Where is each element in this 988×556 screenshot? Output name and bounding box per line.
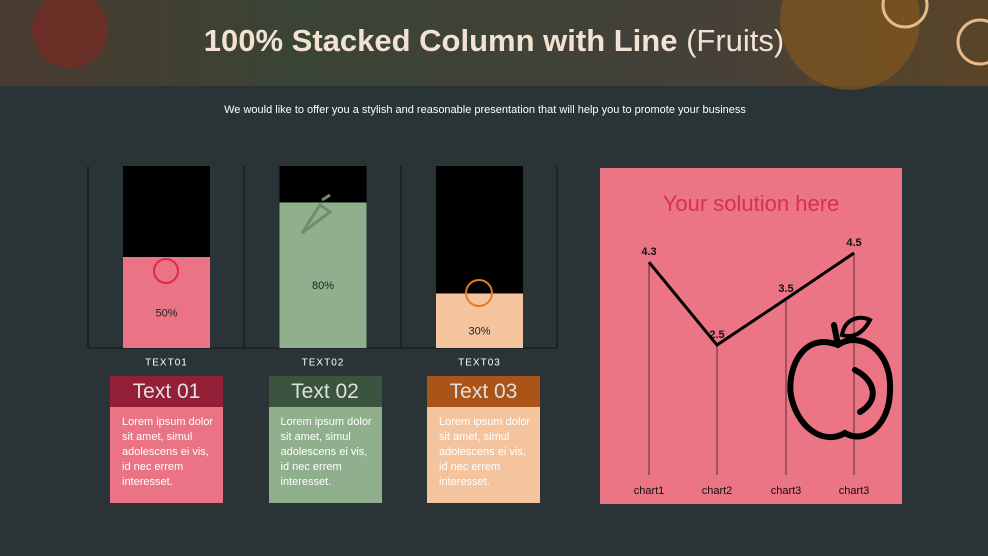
point-label: 4.3 (641, 246, 656, 258)
banner-deco (780, 0, 920, 90)
category-label: chart1 (634, 485, 665, 497)
bar-segment (123, 257, 210, 348)
subtitle: We would like to offer you a stylish and… (224, 104, 746, 116)
category-label: chart2 (702, 485, 733, 497)
category-label: chart3 (839, 485, 870, 497)
banner-deco (32, 0, 108, 68)
banner-icon (881, 0, 929, 29)
category-label: TEXT02 (302, 358, 345, 369)
card-title: Text 02 (268, 376, 382, 407)
bar-segment (123, 166, 210, 257)
chart-title: Your solution here (663, 191, 840, 216)
icon (465, 279, 493, 307)
apple-icon (787, 315, 894, 441)
banner-icon (956, 18, 988, 66)
bar-segment (279, 166, 367, 203)
card-body: Lorem ipsum dolor sit amet, simul adoles… (110, 407, 223, 503)
card-body: Lorem ipsum dolor sit amet, simul adoles… (427, 407, 540, 503)
title: 100% Stacked Column with Line (Fruits) (204, 23, 785, 58)
text-card: Text 02 Lorem ipsum dolor sit amet, simul… (268, 376, 382, 503)
value-label: 80% (312, 280, 334, 292)
icon (153, 258, 179, 284)
category-label: TEXT03 (458, 358, 501, 369)
text-card: Text 01 Lorem ipsum dolor sit amet, simul… (110, 376, 223, 503)
title-note: (Fruits) (686, 23, 784, 58)
title-main: 100% Stacked Column with Line (204, 23, 678, 58)
point-label: 2.5 (709, 329, 724, 341)
value-label: 30% (468, 326, 490, 338)
point-label: 4.5 (846, 237, 861, 249)
bar-segment (436, 166, 523, 294)
line (647, 251, 855, 348)
bar-segment (436, 293, 523, 348)
bar-segment (279, 202, 367, 348)
card-title: Text 01 (110, 376, 223, 407)
category-label: chart3 (771, 485, 802, 497)
card-body: Lorem ipsum dolor sit amet, simul adoles… (268, 407, 382, 503)
value-label: 50% (155, 307, 177, 319)
point-label: 3.5 (778, 283, 793, 295)
text-card: Text 03 Lorem ipsum dolor sit amet, simul… (427, 376, 540, 503)
category-label: TEXT01 (145, 358, 188, 369)
icon (300, 193, 333, 235)
card-title: Text 03 (427, 376, 540, 407)
